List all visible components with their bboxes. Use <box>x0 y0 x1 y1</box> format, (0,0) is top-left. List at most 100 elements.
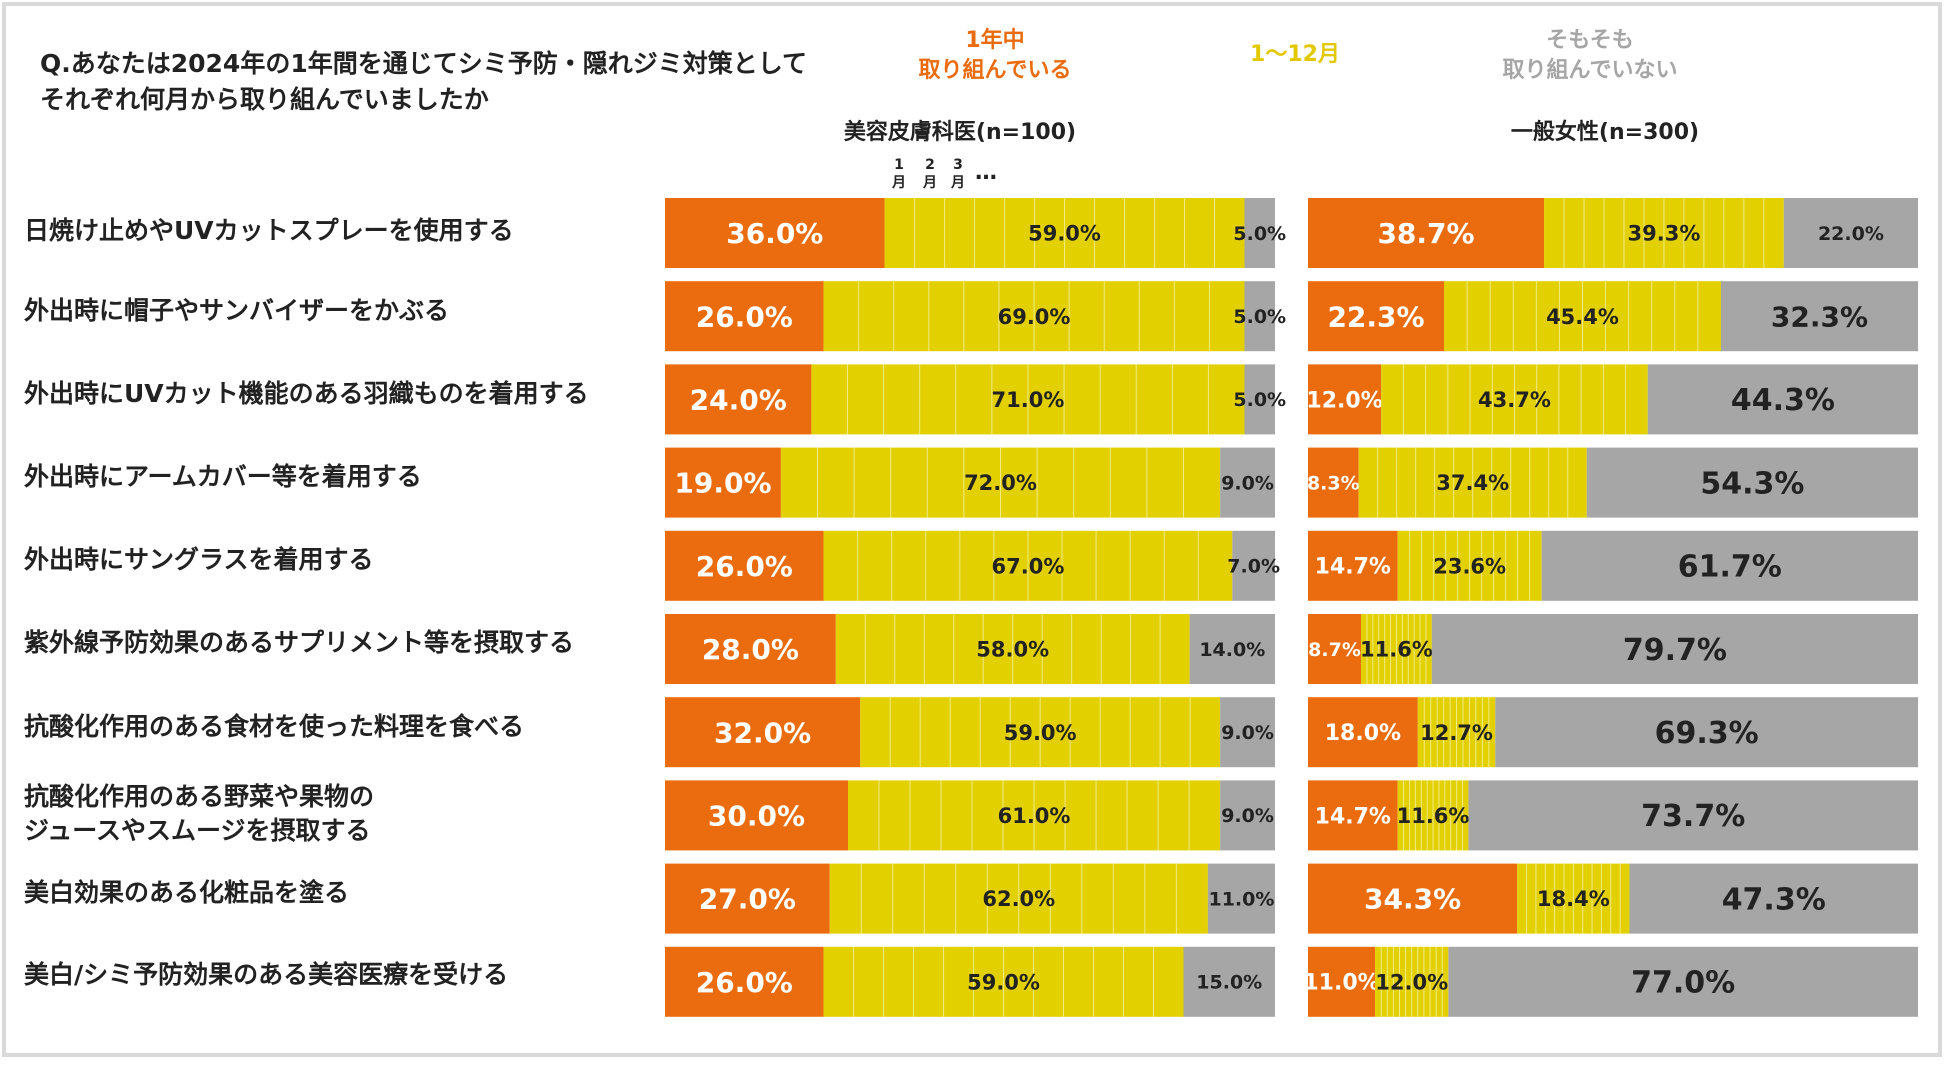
bar-label-1-3-months: 71.0% <box>992 388 1065 412</box>
chart-panel-2: 38.7% 39.3% 22.0% 22.3% 45.4% 32.3% 12.0% 43.7%… <box>1303 198 1918 1017</box>
panel-title-general-women: 一般女性(n=300) <box>1510 120 1700 145</box>
bar-label-2-3-all-year: 12.0% <box>1306 388 1382 413</box>
bar-label-2-2-months: 45.4% <box>1546 305 1619 329</box>
question-line-1: Q.あなたは2024年の1年間を通じてシミ予防・隠れジミ対策として <box>40 49 807 78</box>
month-tick-3-unit: 月 <box>951 175 965 191</box>
bar-1-9-all-year <box>665 863 830 934</box>
row-label-4-line-1: 外出時にアームカバー等を着用する <box>24 462 422 491</box>
bar-1-9-never <box>1207 863 1275 934</box>
bar-label-1-1-never: 5.0% <box>1233 223 1286 245</box>
bar-1-1-never <box>1244 198 1275 268</box>
month-tick-1-num: 1 <box>894 157 904 173</box>
bar-2-8-all-year <box>1308 780 1398 851</box>
bar-1-8-all-year <box>665 780 848 851</box>
row-label-3: 外出時にUVカット機能のある羽織ものを着用する <box>24 377 664 411</box>
bar-label-1-7-all-year: 32.0% <box>714 716 811 749</box>
bar-2-3-all-year <box>1308 364 1382 435</box>
bar-2-2-all-year <box>1308 281 1445 352</box>
bar-1-4-never <box>1220 447 1275 518</box>
bar-2-6-never <box>1431 614 1918 684</box>
bar-label-2-8-all-year: 14.7% <box>1315 804 1391 829</box>
bar-label-2-1-all-year: 38.7% <box>1377 217 1474 250</box>
bar-label-1-2-all-year: 26.0% <box>696 300 793 333</box>
bar-1-1-all-year <box>665 198 885 268</box>
bar-label-2-3-never: 44.3% <box>1731 383 1835 418</box>
bar-2-8-never <box>1468 780 1918 851</box>
bar-2-1-all-year <box>1308 198 1545 268</box>
bar-label-2-9-never: 47.3% <box>1722 882 1826 917</box>
row-label-8-line-1: 抗酸化作用のある野菜や果物の <box>24 782 375 811</box>
bar-label-2-8-months: 11.6% <box>1397 804 1470 828</box>
row-label-10: 美白/シミ予防効果のある美容医療を受ける <box>24 958 664 992</box>
row-label-5-line-1: 外出時にサングラスを着用する <box>24 545 374 574</box>
month-ellipsis: … <box>975 160 997 185</box>
bar-label-1-9-never: 11.0% <box>1208 888 1274 910</box>
row-label-2: 外出時に帽子やサンバイザーをかぶる <box>24 294 664 328</box>
bar-1-6-all-year <box>665 614 836 684</box>
row-label-6: 紫外線予防効果のあるサプリメント等を摂取する <box>24 626 664 660</box>
bar-label-2-9-months: 18.4% <box>1537 887 1610 911</box>
bar-2-5-never <box>1541 530 1918 601</box>
row-label-8-line-2: ジュースやスムージを摂取する <box>24 816 371 845</box>
bar-label-1-8-all-year: 30.0% <box>708 799 805 832</box>
bar-2-5-all-year <box>1308 530 1398 601</box>
bar-label-1-6-months: 58.0% <box>976 638 1049 662</box>
bar-label-1-5-months: 67.0% <box>992 554 1065 578</box>
row-label-2-line-1: 外出時に帽子やサンバイザーをかぶる <box>24 296 450 325</box>
row-label-3-line-1: 外出時にUVカット機能のある羽織ものを着用する <box>24 379 589 408</box>
bar-label-1-8-never: 9.0% <box>1221 805 1274 827</box>
bar-label-2-9-all-year: 34.3% <box>1364 883 1461 916</box>
bar-label-2-2-all-year: 22.3% <box>1327 300 1424 333</box>
row-label-7: 抗酸化作用のある食材を使った料理を食べる <box>24 710 664 744</box>
row-label-10-line-1: 美白/シミ予防効果のある美容医療を受ける <box>24 960 509 989</box>
legend-all-year-line-2: 取り組んでいる <box>918 58 1072 83</box>
month-tick-1-unit: 月 <box>892 175 906 191</box>
bar-label-1-4-all-year: 19.0% <box>674 467 771 500</box>
bar-label-2-2-never: 32.3% <box>1771 300 1868 333</box>
bar-label-1-5-never: 7.0% <box>1227 556 1280 578</box>
bar-2-6-all-year <box>1308 614 1362 684</box>
legend-never-line-1: そもそも <box>1546 28 1634 53</box>
row-label-9: 美白効果のある化粧品を塗る <box>24 876 664 910</box>
bar-2-10-all-year <box>1308 946 1376 1017</box>
row-label-4: 外出時にアームカバー等を着用する <box>24 460 664 494</box>
bar-2-9-never <box>1629 863 1918 934</box>
bar-2-3-never <box>1647 364 1918 435</box>
row-label-7-line-1: 抗酸化作用のある食材を使った料理を食べる <box>24 712 525 741</box>
bar-1-7-never <box>1220 697 1275 768</box>
bar-label-2-7-never: 69.3% <box>1655 716 1759 751</box>
bar-1-10-all-year <box>665 946 824 1017</box>
bar-label-2-10-all-year: 11.0% <box>1303 971 1379 996</box>
bar-label-1-3-all-year: 24.0% <box>690 383 787 416</box>
bar-label-1-4-never: 9.0% <box>1221 472 1274 494</box>
month-tick-3-num: 3 <box>953 157 963 173</box>
bar-label-2-10-months: 12.0% <box>1375 970 1448 994</box>
panel-title-dermatologists: 美容皮膚科医(n=100) <box>843 120 1077 145</box>
row-label-1: 日焼け止めやUVカットスプレーを使用する <box>24 214 664 248</box>
bar-label-1-5-all-year: 26.0% <box>696 550 793 583</box>
month-tick-1: 1 月 <box>889 156 909 192</box>
bar-label-2-6-never: 79.7% <box>1623 633 1727 668</box>
bar-label-1-10-never: 15.0% <box>1196 972 1262 994</box>
bar-label-2-5-never: 61.7% <box>1678 550 1782 585</box>
bar-1-3-never <box>1244 364 1275 435</box>
bar-2-1-never <box>1783 198 1918 268</box>
question-line-2: それぞれ何月から取り組んでいましたか <box>40 85 489 114</box>
bar-2-7-never <box>1495 697 1918 768</box>
month-tick-2: 2 月 <box>920 156 940 192</box>
bar-label-1-2-months: 69.0% <box>998 305 1071 329</box>
bar-1-5-never <box>1232 530 1275 601</box>
bar-label-2-7-all-year: 18.0% <box>1325 721 1401 746</box>
legend-never: そもそも 取り組んでいない <box>1480 26 1700 86</box>
bar-1-3-all-year <box>665 364 812 435</box>
legend-months-label: 1〜12月 <box>1250 42 1340 67</box>
bar-label-2-4-all-year: 8.3% <box>1307 472 1360 494</box>
legend-months: 1〜12月 <box>1215 40 1375 70</box>
month-tick-3: 3 月 <box>948 156 968 192</box>
chart-panel-1: 36.0% 59.0% 5.0% 26.0% 69.0% 5.0% 24.0% 71.0% 5.… <box>665 198 1286 1017</box>
bar-label-1-10-months: 59.0% <box>967 970 1040 994</box>
bar-1-5-all-year <box>665 530 824 601</box>
bar-label-2-8-never: 73.7% <box>1641 799 1745 834</box>
bar-2-4-never <box>1586 447 1918 518</box>
